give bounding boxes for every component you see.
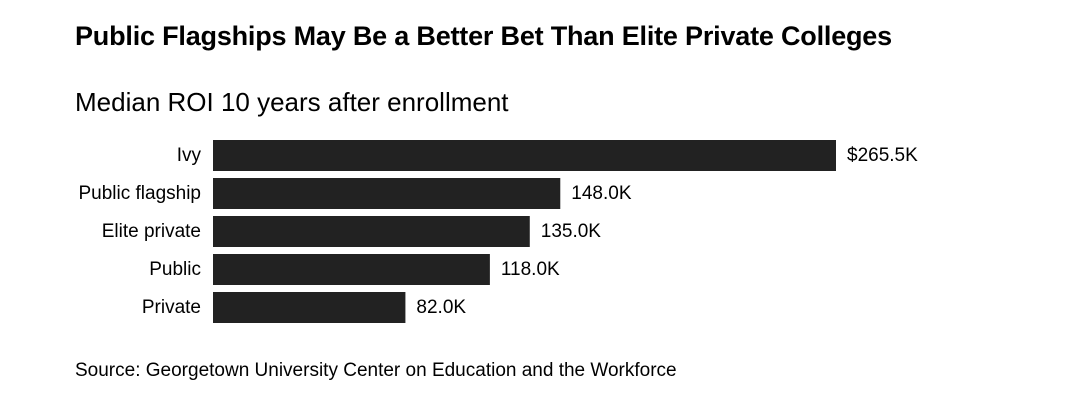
value-label: 135.0K xyxy=(541,221,602,242)
bar xyxy=(213,216,530,247)
bar-chart: Ivy $265.5K Public flagship 148.0K Elite pri… xyxy=(78,140,918,323)
value-label: $265.5K xyxy=(847,145,918,166)
source-note: Source: Georgetown University Center on … xyxy=(75,360,677,381)
value-label: 148.0K xyxy=(571,183,632,204)
bar xyxy=(213,292,406,323)
category-label: Ivy xyxy=(177,145,202,166)
bar xyxy=(213,178,561,209)
bar xyxy=(213,140,836,171)
value-label: 118.0K xyxy=(501,259,560,280)
value-label: 82.0K xyxy=(416,297,466,318)
category-label: Private xyxy=(142,297,201,318)
category-label: Elite private xyxy=(102,221,201,242)
bar xyxy=(213,254,490,285)
category-label: Public xyxy=(149,259,201,280)
chart-subtitle: Median ROI 10 years after enrollment xyxy=(75,87,509,117)
chart-title: Public Flagships May Be a Better Bet Tha… xyxy=(75,21,892,51)
category-label: Public flagship xyxy=(78,183,201,204)
